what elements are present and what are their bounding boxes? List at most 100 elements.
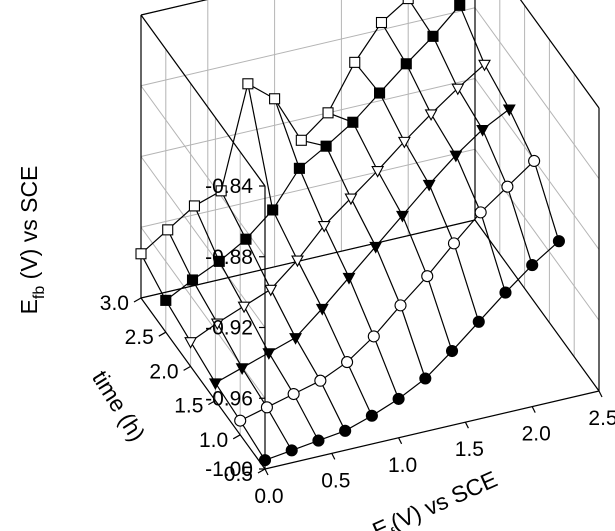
z-axis-label: Efb (V) vs SCE <box>16 166 48 315</box>
x-tick-mark <box>398 437 403 445</box>
y-tick-label: 2.5 <box>125 326 154 349</box>
cross-line <box>193 205 319 441</box>
series-line <box>239 160 535 422</box>
z-tick-label: -0.96 <box>205 387 253 410</box>
axis-edge <box>474 219 600 392</box>
data-point <box>160 294 172 306</box>
x-tick-mark <box>598 390 603 398</box>
data-point <box>476 124 490 137</box>
data-point <box>424 109 438 122</box>
y-tick-mark <box>208 400 216 406</box>
data-point <box>314 374 327 387</box>
y-tick-mark <box>232 434 241 440</box>
y-tick-mark <box>133 297 142 303</box>
data-point <box>451 83 465 96</box>
data-point <box>291 255 304 268</box>
axis-edge <box>140 297 266 470</box>
x-tick-mark <box>531 406 536 413</box>
axis-edge <box>140 14 266 187</box>
cross-line <box>327 112 453 352</box>
cross-line <box>140 253 266 461</box>
z-tick-label: -0.92 <box>205 317 253 340</box>
data-point <box>501 180 514 193</box>
y-tick-mark <box>183 365 191 371</box>
data-point <box>235 363 249 375</box>
data-point <box>526 259 539 272</box>
data-point <box>447 237 461 250</box>
cross-line <box>301 139 426 379</box>
x-tick-label: 2.0 <box>522 423 551 446</box>
axis-edge <box>140 0 208 16</box>
data-point <box>371 166 385 178</box>
y-tick-mark <box>158 331 167 337</box>
data-point <box>369 241 383 254</box>
data-point <box>472 315 485 328</box>
data-point <box>499 286 512 299</box>
data-point <box>397 136 411 149</box>
data-point <box>315 303 329 316</box>
data-point <box>320 140 332 152</box>
x-tick-label: 1.0 <box>388 454 417 477</box>
cross-line <box>167 229 293 451</box>
data-point <box>293 162 305 174</box>
data-point <box>262 348 276 360</box>
x-tick-label: 2.5 <box>588 407 615 430</box>
data-point <box>295 134 307 146</box>
data-point <box>339 424 352 437</box>
y-tick-mark <box>257 468 266 474</box>
data-point <box>184 337 198 349</box>
data-point <box>528 154 541 168</box>
y-axis-label: time (h) <box>87 366 150 446</box>
x-tick-label: 0.5 <box>321 469 350 492</box>
data-point <box>267 204 279 216</box>
gridline <box>140 156 266 328</box>
data-point <box>287 387 300 401</box>
data-point <box>135 248 147 260</box>
data-point <box>421 270 434 283</box>
x-tick-label: 1.5 <box>455 438 484 461</box>
data-point <box>208 378 222 391</box>
x-tick-mark <box>331 453 336 460</box>
data-point <box>186 274 199 286</box>
x-tick-mark <box>464 421 469 429</box>
data-point <box>260 401 273 414</box>
data-point <box>454 0 466 11</box>
x-tick-label: 0.0 <box>254 485 283 508</box>
data-point <box>478 59 491 72</box>
data-point <box>269 93 281 105</box>
gridline <box>140 0 208 16</box>
cross-line <box>408 0 533 266</box>
data-point <box>258 454 272 467</box>
gridline <box>520 0 600 109</box>
data-point <box>392 392 405 405</box>
data-point <box>402 0 414 5</box>
gridline <box>474 148 600 321</box>
gridline <box>474 7 600 180</box>
data-point <box>422 179 436 192</box>
data-point <box>396 210 409 223</box>
data-point <box>162 224 174 236</box>
data-point <box>374 87 386 99</box>
gridline <box>140 7 476 87</box>
tick-labels: -0.84-0.88-0.92-0.96-1.000.51.01.52.02.5… <box>100 175 615 508</box>
data-point <box>188 200 200 212</box>
data-point <box>210 318 224 331</box>
series-line <box>190 63 485 343</box>
y-tick-label: 1.0 <box>199 429 228 452</box>
cross-line <box>380 22 507 293</box>
data-point <box>341 356 354 369</box>
data-point <box>400 58 412 70</box>
data-point <box>552 235 565 248</box>
data-point <box>347 116 359 128</box>
axis-edge <box>264 390 600 470</box>
cross-line <box>354 61 480 322</box>
data-point <box>213 255 225 267</box>
data-point <box>394 299 407 312</box>
cross-line <box>274 98 400 400</box>
data-point <box>234 414 247 427</box>
data-point <box>242 78 254 90</box>
data-point <box>449 150 463 163</box>
y-tick-label: 1.5 <box>174 395 203 418</box>
cross-line <box>456 0 560 242</box>
